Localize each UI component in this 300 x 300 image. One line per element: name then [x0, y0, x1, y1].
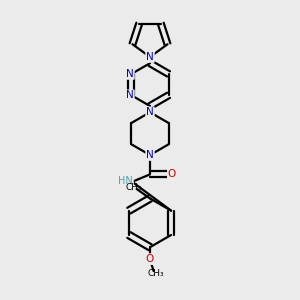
Text: CH₃: CH₃ [126, 183, 142, 192]
Text: N: N [146, 107, 154, 117]
Text: N: N [126, 90, 134, 100]
Text: N: N [146, 52, 154, 62]
Text: O: O [146, 254, 154, 264]
Text: N: N [126, 69, 134, 79]
Text: O: O [168, 169, 176, 179]
Text: N: N [146, 150, 154, 160]
Text: HN: HN [118, 176, 133, 186]
Text: CH₃: CH₃ [147, 269, 164, 278]
